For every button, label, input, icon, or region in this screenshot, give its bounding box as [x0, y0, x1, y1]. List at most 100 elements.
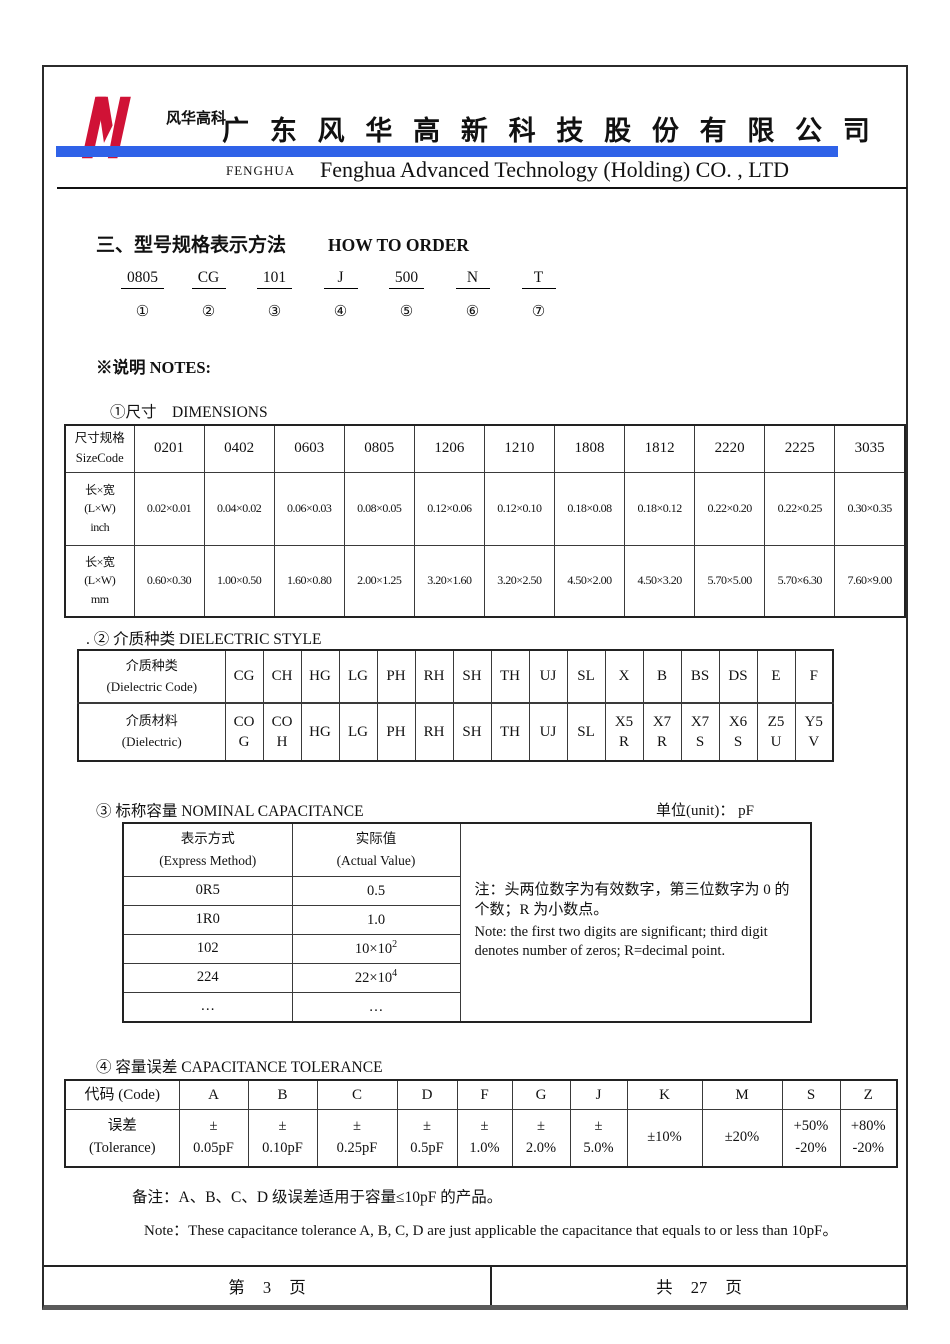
dielectric-material: X7 S: [680, 702, 720, 762]
dielectric-code: UJ: [528, 649, 568, 704]
inch-value: 0.08×0.05: [343, 471, 415, 546]
page-footer: 第 3 页 共 27 页: [44, 1265, 906, 1305]
tolerance-code: K: [626, 1079, 703, 1110]
size-code: 0603: [273, 424, 345, 473]
dielectric-material: X6 S: [718, 702, 758, 762]
actual-value: …: [291, 991, 461, 1021]
remark-zh: 备注：A、B、C、D 级误差适用于容量≤10pF 的产品。: [132, 1189, 503, 1206]
table-row: 0R5 0.5: [124, 875, 461, 906]
dielectric-material-label: 介质材料 (Dielectric): [77, 702, 226, 762]
order-part-3: 101 ③: [246, 269, 303, 321]
tolerance-value: ±10%: [626, 1108, 703, 1168]
tolerance-table: 代码 (Code) A B C D F G J K M S Z 误差 (Tole…: [64, 1079, 898, 1168]
size-code: 0805: [343, 424, 415, 473]
nominal-table: 表示方式 (Express Method) 实际值 (Actual Value)…: [124, 824, 461, 1021]
nominal-capacitance-block: 表示方式 (Express Method) 实际值 (Actual Value)…: [122, 822, 812, 1023]
order-marker-1: ①: [135, 304, 150, 320]
mm-value: 0.60×0.30: [133, 544, 205, 618]
inch-value: 0.22×0.25: [764, 471, 836, 546]
size-code-label: 尺寸规格 SizeCode: [64, 424, 135, 473]
order-code-size: 0805: [121, 269, 164, 289]
dielectric-code: DS: [718, 649, 758, 704]
dimensions-table: 尺寸规格 SizeCode 0201 0402 0603 0805 1206 1…: [64, 424, 906, 618]
order-code-capacitance: 101: [256, 269, 293, 289]
dielectric-material: CO H: [262, 702, 302, 762]
dielectric-material: X5 R: [604, 702, 644, 762]
dielectric-code: BS: [680, 649, 720, 704]
remark-en: Note：These capacitance tolerance A, B, C…: [144, 1223, 838, 1239]
size-code: 0201: [133, 424, 205, 473]
express-method-header: 表示方式 (Express Method): [124, 824, 293, 877]
table-row: … …: [124, 991, 461, 1021]
mm-value: 5.70×5.00: [694, 544, 766, 618]
tolerance-value: ± 5.0%: [569, 1108, 628, 1168]
inch-value: 0.30×0.35: [834, 471, 906, 546]
tolerance-value: +50% -20%: [781, 1108, 841, 1168]
express-value: 102: [124, 933, 293, 964]
order-marker-7: ⑦: [531, 304, 546, 320]
dielectric-material: CO G: [224, 702, 264, 762]
mm-value: 7.60×9.00: [834, 544, 906, 618]
section-title-zh: 三、型号规格表示方法: [96, 235, 287, 256]
dielectric-material: X7 R: [642, 702, 682, 762]
actual-base: 0.5: [366, 882, 386, 899]
dielectric-material: TH: [490, 702, 530, 762]
table-row: 代码 (Code) A B C D F G J K M S Z: [64, 1079, 898, 1110]
mm-value: 3.20×1.60: [413, 544, 485, 618]
mm-label: 长×宽 (L×W) mm: [64, 544, 135, 618]
dielectric-material: SH: [452, 702, 492, 762]
size-code: 1812: [624, 424, 696, 473]
dielectric-code: CG: [224, 649, 264, 704]
mm-value: 5.70×6.30: [764, 544, 836, 618]
nominal-note-zh: 注：头两位数字为有效数字，第三位数字为 0 的个数；R 为小数点。: [474, 882, 790, 919]
dielectric-code: SH: [452, 649, 492, 704]
dielectric-code: TH: [490, 649, 530, 704]
footer-page-number: 第 3 页: [44, 1267, 492, 1305]
tolerance-code: M: [701, 1079, 783, 1110]
table-row: 误差 (Tolerance) ± 0.05pF ± 0.10pF ± 0.25p…: [64, 1108, 898, 1168]
section-title-en: HOW TO ORDER: [328, 235, 470, 255]
dielectric-material: RH: [414, 702, 454, 762]
company-name-zh: 广 东 风 华 高 新 科 技 股 份 有 限 公 司: [222, 116, 877, 146]
mm-value: 3.20×2.50: [483, 544, 555, 618]
tolerance-value: ± 0.5pF: [396, 1108, 458, 1168]
order-marker-3: ③: [267, 304, 282, 320]
nominal-heading-zh: ③ 标称容量: [96, 803, 178, 820]
dielectric-material: SL: [566, 702, 606, 762]
express-value: 1R0: [124, 904, 293, 935]
order-marker-2: ②: [201, 304, 216, 320]
order-code-example: 0805 ① CG ② 101 ③ J ④ 500 ⑤ N ⑥ T ⑦: [114, 269, 567, 321]
actual-sup: 2: [392, 939, 398, 951]
nominal-unit: 单位(unit)： pF: [656, 803, 754, 819]
inch-value: 0.06×0.03: [273, 471, 345, 546]
dielectric-code: SL: [566, 649, 606, 704]
size-code: 0402: [203, 424, 275, 473]
order-code-packaging: T: [521, 269, 556, 289]
dielectric-code: X: [604, 649, 644, 704]
order-part-5: 500 ⑤: [378, 269, 435, 321]
tolerance-value: ± 0.10pF: [247, 1108, 318, 1168]
express-value: 0R5: [124, 875, 293, 906]
order-marker-5: ⑤: [399, 304, 414, 320]
tolerance-value: ± 1.0%: [456, 1108, 513, 1168]
mm-value: 2.00×1.25: [343, 544, 415, 618]
inch-value: 0.04×0.02: [203, 471, 275, 546]
mm-value: 1.00×0.50: [203, 544, 275, 618]
nominal-heading-en: NOMINAL CAPACITANCE: [181, 803, 364, 820]
dielectric-material: HG: [300, 702, 340, 762]
tolerance-heading: ④ 容量误差 CAPACITANCE TOLERANCE: [96, 1059, 383, 1076]
tolerance-code: C: [316, 1079, 398, 1110]
order-code-voltage: 500: [388, 269, 425, 289]
tolerance-value: ± 0.05pF: [178, 1108, 249, 1168]
size-code: 1206: [413, 424, 485, 473]
actual-value-header: 实际值 (Actual Value): [291, 824, 461, 877]
dimensions-heading: ①尺寸 DIMENSIONS: [110, 404, 268, 421]
size-code: 2225: [764, 424, 836, 473]
logo-brand-zh: 风华高科: [166, 110, 227, 127]
dielectric-material: LG: [338, 702, 378, 762]
actual-base: 10×10: [354, 940, 393, 957]
dielectric-material: Z5 U: [756, 702, 796, 762]
footer-total-pages: 共 27 页: [656, 1278, 742, 1297]
inch-label: 长×宽 (L×W) inch: [64, 471, 135, 546]
